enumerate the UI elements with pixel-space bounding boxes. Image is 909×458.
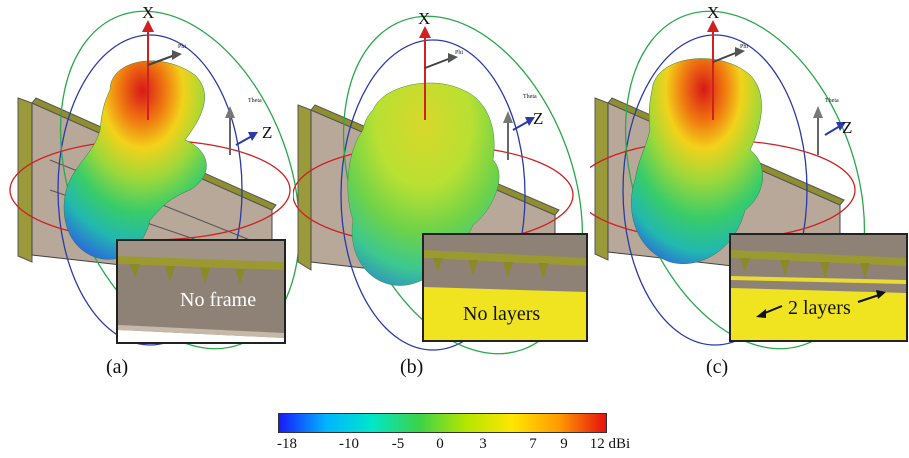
radiation-pattern: [631, 58, 763, 264]
inset-c: 2 layers: [729, 233, 908, 342]
inset-a: No frame: [116, 239, 286, 344]
axis-z-label: Z: [842, 118, 852, 137]
colorbar-tick: -10: [339, 436, 359, 452]
colorbar: [278, 413, 607, 433]
colorbar-tick: -18: [277, 436, 297, 452]
axis-x-label: X: [707, 3, 719, 22]
phi-label: Phi: [740, 44, 748, 50]
panel-caption: (a): [106, 356, 129, 378]
panel-c: X Phi Theta Z 2 layers (c): [590, 0, 908, 390]
theta-label: Theta: [523, 94, 537, 100]
colorbar-ticks: -18 -10 -5 0 3 7 9 12 dBi: [0, 436, 909, 456]
colorbar-tick: 12 dBi: [589, 436, 631, 452]
phi-label: Phi: [455, 50, 463, 56]
inset-label: No layers: [463, 303, 540, 325]
inset-b: No layers: [422, 233, 588, 342]
colorbar-tick: 7: [529, 436, 537, 452]
colorbar-tick: 0: [436, 436, 444, 452]
phi-label: Phi: [178, 44, 186, 50]
phi-circle-blue: [622, 34, 808, 346]
panel-a-figure: X Phi Theta Z No frame: [9, 3, 301, 350]
antenna-frame: [594, 97, 609, 261]
colorbar-tick: 3: [479, 436, 487, 452]
theta-label: Theta: [825, 98, 839, 104]
colorbar-tick: -5: [391, 436, 405, 452]
panel-c-figure: X Phi Theta Z 2 layers: [590, 3, 908, 350]
panel-a: X Phi Theta Z No frame (a): [0, 0, 303, 390]
inset-label: No frame: [180, 289, 256, 311]
axis-z-label: Z: [533, 109, 543, 128]
phi-circle-blue: [340, 39, 526, 351]
inset-label: 2 layers: [788, 297, 851, 319]
theta-label: Theta: [248, 98, 262, 104]
colorbar-tick: 9: [560, 436, 568, 452]
axis-x-label: X: [418, 9, 430, 28]
antenna-frame: [17, 97, 33, 263]
phi-circle-blue: [57, 34, 243, 346]
panel-b-figure: X Phi Theta Z No layers: [293, 9, 588, 355]
antenna-frame: [297, 104, 312, 271]
panel-b: X Phi Theta Z No layers (b): [293, 0, 596, 390]
panel-caption: (b): [400, 356, 424, 378]
axis-z-label: Z: [262, 123, 272, 142]
radiation-pattern: [63, 60, 207, 260]
panel-caption: (c): [706, 356, 729, 378]
axis-x-label: X: [142, 3, 154, 22]
